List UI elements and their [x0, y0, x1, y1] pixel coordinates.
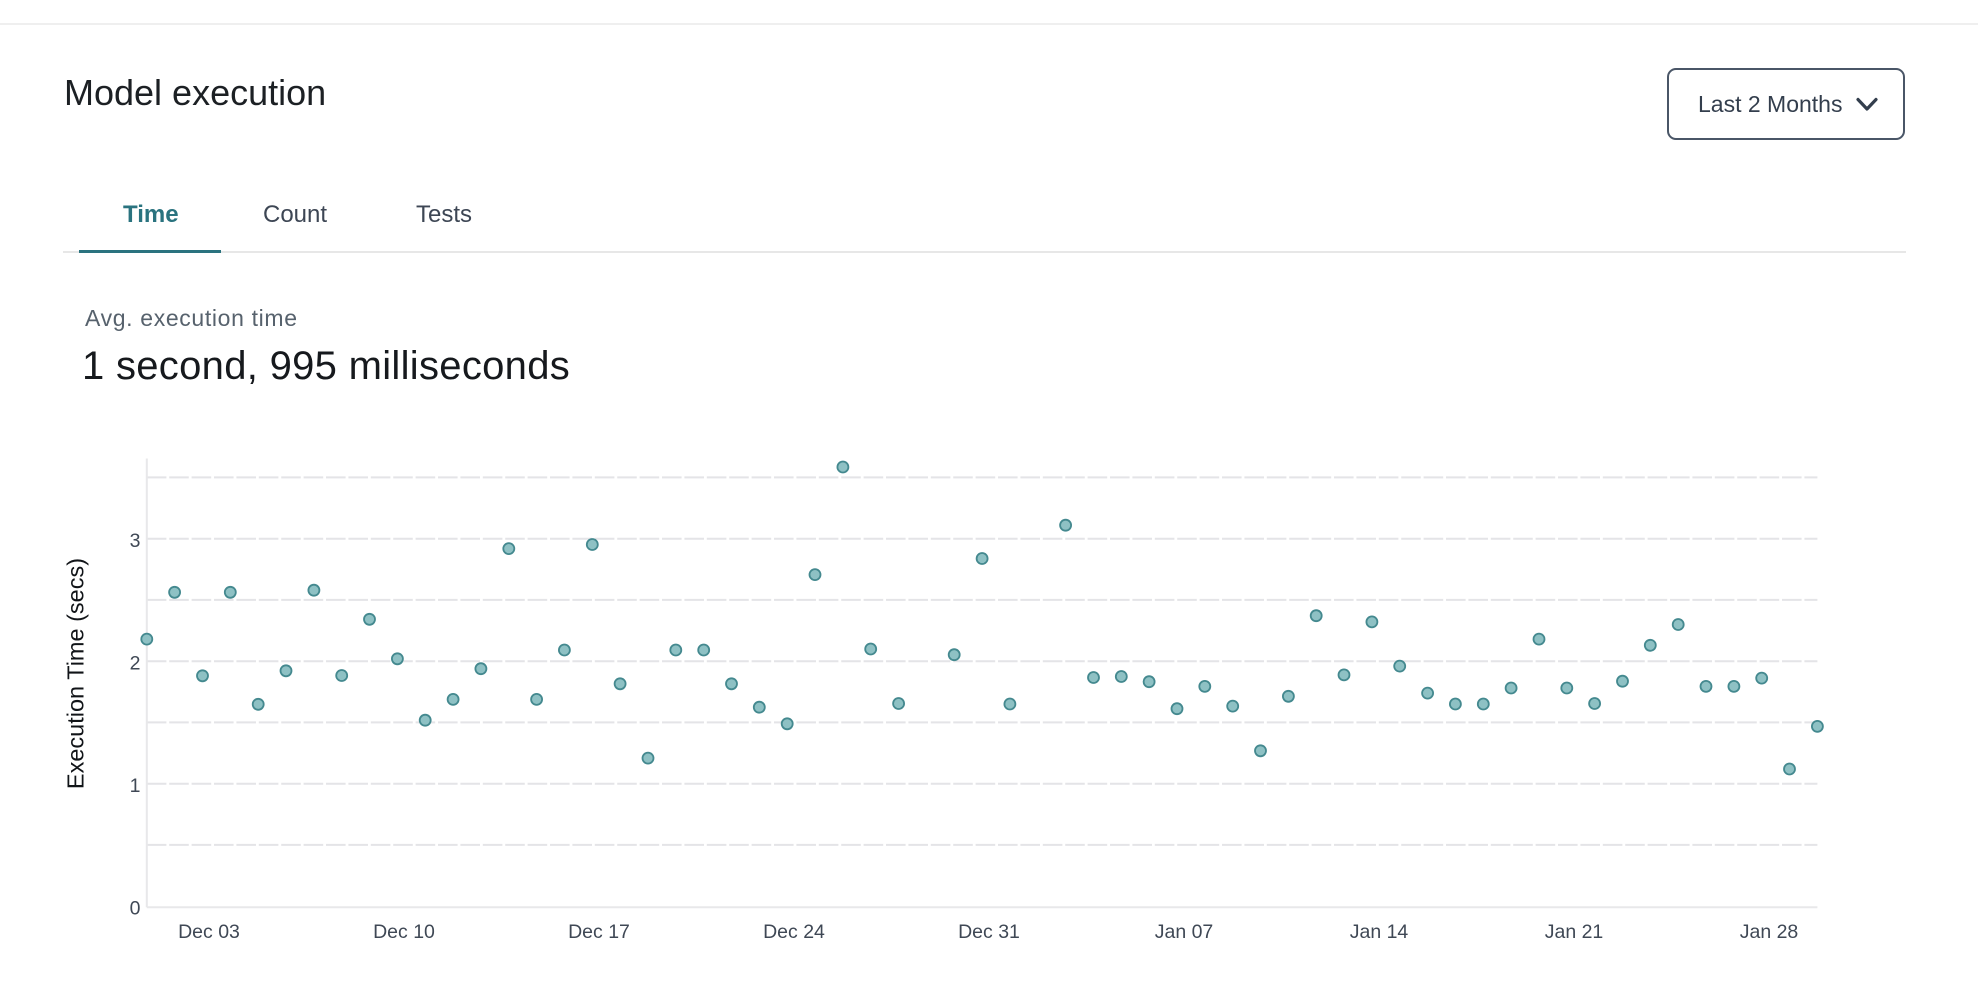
svg-text:Execution Time (secs): Execution Time (secs)	[63, 558, 89, 789]
svg-text:1: 1	[130, 775, 141, 797]
svg-text:Dec 10: Dec 10	[373, 921, 435, 943]
svg-text:Jan 28: Jan 28	[1740, 921, 1799, 943]
svg-text:Dec 31: Dec 31	[958, 921, 1020, 943]
svg-text:3: 3	[130, 530, 141, 552]
svg-text:Dec 17: Dec 17	[568, 921, 630, 943]
svg-text:0: 0	[130, 897, 141, 919]
svg-text:Dec 24: Dec 24	[763, 921, 825, 943]
svg-text:Jan 07: Jan 07	[1155, 921, 1214, 943]
svg-text:Jan 14: Jan 14	[1350, 921, 1409, 943]
svg-text:Jan 21: Jan 21	[1545, 921, 1604, 943]
svg-text:2: 2	[130, 652, 141, 674]
svg-text:Dec 03: Dec 03	[178, 921, 240, 943]
